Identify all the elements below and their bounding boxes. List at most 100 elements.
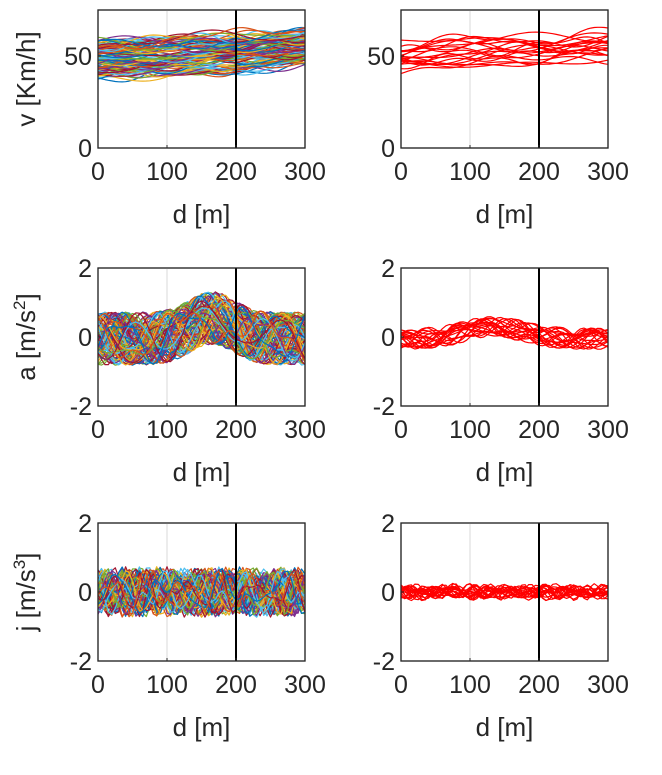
y-axis-label: v [Km/h] xyxy=(11,31,41,126)
series-line xyxy=(98,570,305,613)
series-line xyxy=(98,26,305,50)
x-tick-label: 0 xyxy=(91,158,105,186)
y-axis-label-suffix: ] xyxy=(11,293,41,300)
x-tick-label: 0 xyxy=(394,671,408,699)
x-tick-label: 100 xyxy=(449,671,491,699)
series-line xyxy=(401,26,608,52)
x-tick-label: 200 xyxy=(518,671,560,699)
series-group xyxy=(98,291,305,366)
x-tick-label: 300 xyxy=(284,416,326,444)
panel-v-all: 0 100 200 300 0 50 d [m] v [Km/h] xyxy=(11,9,326,229)
series-line xyxy=(401,59,608,68)
x-tick-label: 100 xyxy=(449,416,491,444)
y-tick-label: 50 xyxy=(64,43,92,71)
series-group xyxy=(401,582,608,602)
series-line xyxy=(98,31,305,53)
x-tick-label: 100 xyxy=(146,158,188,186)
y-tick-label: 0 xyxy=(381,135,395,163)
y-tick-label: 2 xyxy=(381,510,395,538)
x-tick-label: 200 xyxy=(518,416,560,444)
series-line xyxy=(401,584,608,600)
series-line xyxy=(98,304,305,366)
series-line xyxy=(98,306,305,365)
series-line xyxy=(401,322,608,349)
x-tick-label: 300 xyxy=(587,158,629,186)
series-line xyxy=(98,567,305,615)
series-line xyxy=(98,572,305,618)
x-tick-label: 300 xyxy=(284,158,326,186)
series-group xyxy=(98,26,305,83)
series-line xyxy=(98,30,305,50)
x-tick-label: 300 xyxy=(587,671,629,699)
y-axis-label: a [m/s2] xyxy=(10,293,41,381)
series-line xyxy=(401,583,608,600)
series-group xyxy=(98,566,305,618)
x-tick-label: 100 xyxy=(146,671,188,699)
series-line xyxy=(98,305,305,364)
panel-v-sel: 0 100 200 300 0 50 d [m] xyxy=(367,9,629,229)
series-line xyxy=(401,32,608,56)
series-line xyxy=(401,318,608,350)
series-line xyxy=(401,48,608,66)
y-axis-label-main: a [m/s xyxy=(11,310,41,381)
x-tick-label: 0 xyxy=(91,671,105,699)
series-line xyxy=(401,41,608,63)
series-group xyxy=(401,316,608,350)
y-axis-label-suffix: ] xyxy=(11,553,41,560)
series-line xyxy=(401,583,608,602)
series-line xyxy=(98,303,305,358)
series-line xyxy=(98,305,305,360)
y-tick-label: -2 xyxy=(70,393,92,421)
y-tick-label: 0 xyxy=(381,579,395,607)
y-tick-label: 2 xyxy=(381,255,395,283)
series-line xyxy=(98,310,305,363)
x-tick-label: 100 xyxy=(146,416,188,444)
axes-frame xyxy=(400,9,609,149)
x-tick-label: 100 xyxy=(449,158,491,186)
y-tick-label: 2 xyxy=(78,510,92,538)
x-axis-label: d [m] xyxy=(476,457,534,487)
series-line xyxy=(401,583,608,601)
x-tick-label: 200 xyxy=(215,416,257,444)
y-tick-label: 50 xyxy=(367,43,395,71)
x-axis-label: d [m] xyxy=(476,712,534,742)
x-tick-label: 0 xyxy=(394,416,408,444)
series-line xyxy=(401,35,608,53)
series-line xyxy=(401,316,608,347)
series-line xyxy=(401,584,608,600)
x-axis-label: d [m] xyxy=(476,199,534,229)
series-line xyxy=(401,36,608,58)
series-line xyxy=(98,295,305,364)
series-line xyxy=(98,27,305,50)
y-tick-label: -2 xyxy=(373,648,395,676)
x-tick-label: 300 xyxy=(587,416,629,444)
y-axis-label-main: j [m/s xyxy=(11,569,41,632)
series-line xyxy=(401,54,608,75)
series-line xyxy=(401,31,608,53)
y-tick-label: 0 xyxy=(78,135,92,163)
y-tick-label: 0 xyxy=(78,579,92,607)
y-axis-label-superscript: 3 xyxy=(10,560,29,569)
series-line xyxy=(98,27,305,50)
y-tick-label: -2 xyxy=(70,648,92,676)
x-tick-label: 0 xyxy=(91,416,105,444)
y-tick-label: 0 xyxy=(78,324,92,352)
series-line xyxy=(98,309,305,365)
x-tick-label: 200 xyxy=(518,158,560,186)
series-line xyxy=(401,322,608,350)
series-line xyxy=(98,568,305,614)
series-line xyxy=(98,35,305,46)
x-axis-label: d [m] xyxy=(173,712,231,742)
series-line xyxy=(98,32,305,51)
y-axis-label-main: v [Km/h] xyxy=(11,31,41,126)
series-line xyxy=(98,571,305,616)
x-tick-label: 0 xyxy=(394,158,408,186)
y-tick-label: 2 xyxy=(78,255,92,283)
y-tick-label: -2 xyxy=(373,393,395,421)
series-line xyxy=(98,29,305,49)
x-axis-label: d [m] xyxy=(173,457,231,487)
